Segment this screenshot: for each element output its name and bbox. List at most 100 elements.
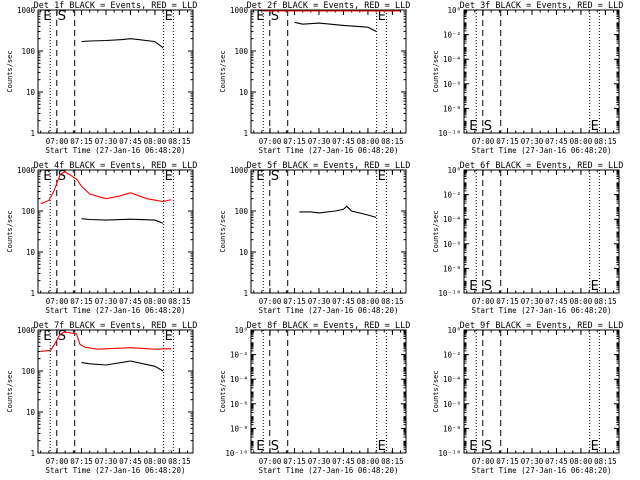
x-axis-label: Start Time (27-Jan-16 06:48:20) <box>46 146 186 155</box>
marker-s: S <box>484 279 492 294</box>
x-tick-label: 07:45 <box>119 137 142 146</box>
x-axis-label: Start Time (27-Jan-16 06:48:20) <box>472 306 612 315</box>
x-tick-label: 07:30 <box>521 137 544 146</box>
x-tick-label: 07:45 <box>119 297 142 306</box>
x-tick-label: 08:15 <box>381 457 404 466</box>
y-tick-label: 1000 <box>17 326 36 335</box>
y-tick-label: 1000 <box>230 6 249 15</box>
y-tick-label: 1000 <box>17 166 36 175</box>
y-axis-label: Counts/sec <box>6 50 14 92</box>
marker-e-end: E <box>591 439 599 454</box>
x-tick-label: 07:00 <box>46 457 69 466</box>
x-tick-label: 07:15 <box>496 457 519 466</box>
x-tick-label: 07:45 <box>332 297 355 306</box>
x-tick-label: 07:30 <box>95 137 118 146</box>
marker-e-start: E <box>256 9 264 24</box>
x-tick-label: 08:15 <box>168 457 191 466</box>
events-series-line <box>81 360 164 372</box>
x-tick-label: 07:00 <box>46 297 69 306</box>
x-tick-label: 08:00 <box>144 457 167 466</box>
marker-e-start: E <box>469 119 477 134</box>
marker-s: S <box>271 439 279 454</box>
marker-s: S <box>58 329 66 344</box>
x-tick-label: 08:00 <box>570 137 593 146</box>
x-tick-label: 08:00 <box>144 297 167 306</box>
y-tick-label: 10⁻⁸ <box>443 264 461 273</box>
chart-title: Det 4f BLACK = Events, RED = LLD <box>34 161 198 171</box>
marker-e-end: E <box>378 439 386 454</box>
marker-e-start: E <box>256 439 264 454</box>
lld-series-line <box>40 171 172 205</box>
marker-e-start: E <box>43 169 51 184</box>
x-tick-label: 07:00 <box>259 297 282 306</box>
marker-s: S <box>271 9 279 24</box>
chart-title: Det 7f BLACK = Events, RED = LLD <box>34 321 198 331</box>
marker-e-end: E <box>165 9 173 24</box>
y-tick-label: 10⁻⁸ <box>443 424 461 433</box>
events-series-line <box>81 38 164 49</box>
chart-title: Det 5f BLACK = Events, RED = LLD <box>247 161 411 171</box>
x-tick-label: 07:45 <box>545 457 568 466</box>
y-axis-label: Counts/sec <box>432 50 440 92</box>
chart-title: Det 2f BLACK = Events, RED = LLD <box>247 1 411 11</box>
y-tick-label: 10⁻² <box>443 31 461 40</box>
y-tick-label: 100 <box>234 47 248 56</box>
x-tick-label: 07:15 <box>496 137 519 146</box>
y-axis-label: Counts/sec <box>432 370 440 412</box>
marker-e-start: E <box>256 169 264 184</box>
x-tick-label: 07:15 <box>283 137 306 146</box>
y-tick-label: 1 <box>30 129 35 138</box>
y-tick-label: 10⁻¹⁰ <box>438 449 461 458</box>
y-tick-label: 10⁰ <box>234 326 248 335</box>
x-tick-label: 07:00 <box>472 297 495 306</box>
y-tick-label: 10 <box>26 248 36 257</box>
x-tick-label: 07:00 <box>472 137 495 146</box>
chart-panel-4: Det 4f BLACK = Events, RED = LLD 1 10 100 10… <box>6 161 197 315</box>
chart-title: Det 9f BLACK = Events, RED = LLD <box>460 321 624 331</box>
x-tick-label: 07:15 <box>70 457 93 466</box>
y-tick-label: 10⁻² <box>443 191 461 200</box>
x-tick-label: 08:00 <box>357 457 380 466</box>
marker-s: S <box>58 169 66 184</box>
y-tick-label: 10⁰ <box>447 166 461 175</box>
x-tick-label: 07:15 <box>70 297 93 306</box>
x-tick-label: 07:15 <box>70 137 93 146</box>
x-tick-label: 07:30 <box>308 457 331 466</box>
x-tick-label: 08:00 <box>144 137 167 146</box>
y-tick-label: 10⁻⁴ <box>230 375 248 384</box>
y-tick-label: 10⁻¹⁰ <box>438 289 461 298</box>
events-series-line <box>294 21 377 32</box>
y-tick-label: 10⁻⁶ <box>443 400 461 409</box>
x-tick-label: 07:45 <box>119 457 142 466</box>
x-tick-label: 08:15 <box>168 137 191 146</box>
y-tick-label: 100 <box>21 207 35 216</box>
x-tick-label: 07:30 <box>95 457 118 466</box>
y-tick-label: 10 <box>26 88 36 97</box>
y-axis-label: Counts/sec <box>219 210 227 252</box>
x-tick-label: 08:15 <box>594 297 617 306</box>
x-tick-label: 08:00 <box>357 297 380 306</box>
marker-e-start: E <box>469 439 477 454</box>
y-tick-label: 100 <box>21 47 35 56</box>
x-tick-label: 07:30 <box>521 457 544 466</box>
y-tick-label: 10⁻⁶ <box>443 80 461 89</box>
x-tick-label: 08:15 <box>594 137 617 146</box>
marker-e-end: E <box>165 169 173 184</box>
x-axis-label: Start Time (27-Jan-16 06:48:20) <box>46 466 186 475</box>
y-tick-label: 100 <box>234 207 248 216</box>
x-tick-label: 07:30 <box>308 297 331 306</box>
x-tick-label: 07:00 <box>472 457 495 466</box>
x-axis-label: Start Time (27-Jan-16 06:48:20) <box>46 306 186 315</box>
plot-frame <box>463 329 620 454</box>
marker-e-end: E <box>378 9 386 24</box>
x-tick-label: 08:00 <box>357 137 380 146</box>
y-tick-label: 10⁻⁶ <box>230 400 248 409</box>
y-tick-label: 1 <box>243 289 248 298</box>
y-tick-label: 10⁻¹⁰ <box>225 449 248 458</box>
x-tick-label: 07:15 <box>283 297 306 306</box>
chart-panel-2: Det 2f BLACK = Events, RED = LLD 1 10 100 10… <box>219 1 410 155</box>
y-tick-label: 10⁰ <box>447 6 461 15</box>
